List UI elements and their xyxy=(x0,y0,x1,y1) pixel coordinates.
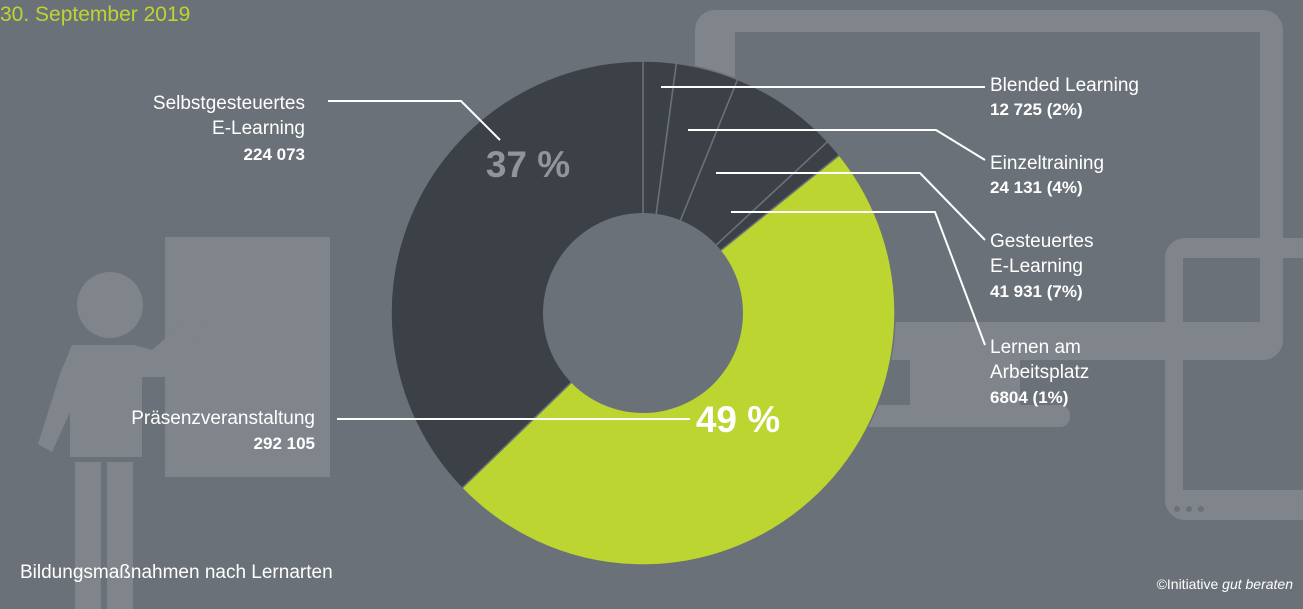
leader-line-gesteuert xyxy=(716,172,986,241)
percent-label-praesenz: 49 % xyxy=(696,399,780,440)
value-einzeltraining: 24 131 (4%) xyxy=(990,178,1083,197)
label-arbeitsplatz-line1: Lernen am xyxy=(990,337,1081,358)
chart-title: Bildungsmaßnahmen nach Lernarten xyxy=(20,562,333,583)
label-blended: Blended Learning xyxy=(990,75,1139,96)
presenter-figure-icon xyxy=(38,256,208,609)
background-illustration xyxy=(38,10,1303,609)
value-praesenz: 292 105 xyxy=(254,434,315,453)
leader-lines xyxy=(328,86,986,420)
credit-prefix: ©Initiative xyxy=(1157,576,1223,592)
value-selbstgesteuert: 224 073 xyxy=(244,145,305,164)
value-blended: 12 725 (2%) xyxy=(990,100,1083,119)
credit-brand: gut beraten xyxy=(1222,576,1293,592)
percent-label-selbstgesteuert: 37 % xyxy=(486,144,570,185)
value-gesteuert: 41 931 (7%) xyxy=(990,282,1083,301)
value-arbeitsplatz: 6804 (1%) xyxy=(990,388,1068,407)
label-gesteuert-line2: E-Learning xyxy=(990,256,1083,277)
slice-labels: Selbstgesteuertes E-Learning 224 073 Prä… xyxy=(131,75,1139,453)
monitor-stand-icon xyxy=(910,360,1020,410)
label-einzeltraining: Einzeltraining xyxy=(990,153,1104,174)
label-selbstgesteuert-line2: E-Learning xyxy=(212,118,305,139)
credit-line: ©Initiative gut beraten xyxy=(1157,576,1294,592)
tablet-icon xyxy=(1165,238,1303,520)
leader-line-arbeitsplatz xyxy=(731,211,986,346)
label-arbeitsplatz-line2: Arbeitsplatz xyxy=(990,362,1089,383)
monitor-base-icon xyxy=(860,405,1070,427)
donut-hole xyxy=(543,213,743,413)
label-gesteuert-line1: Gesteuertes xyxy=(990,231,1094,252)
slice-selbstgesteuertes-e-learning xyxy=(390,60,644,490)
label-selbstgesteuert-line1: Selbstgesteuertes xyxy=(153,93,305,114)
leader-line-einzeltraining xyxy=(688,129,986,161)
leader-line-selbstgesteuert xyxy=(328,100,501,141)
label-praesenz: Präsenzveranstaltung xyxy=(131,408,315,429)
chart-date: 30. September 2019 xyxy=(0,3,190,26)
